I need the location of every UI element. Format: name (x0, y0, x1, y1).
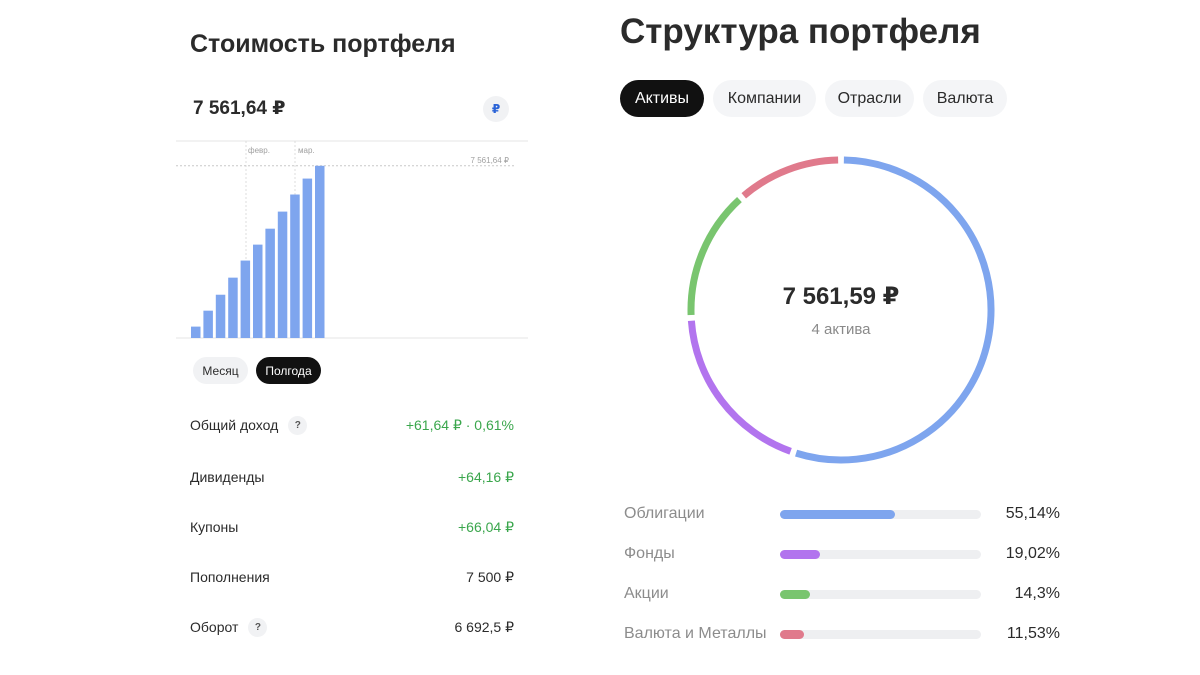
allocation-pct-funds: 19,02% (1005, 545, 1060, 562)
allocation-donut-chart (687, 156, 995, 464)
period-month-button[interactable]: Месяц (193, 357, 248, 384)
tab-sectors[interactable]: Отрасли (825, 80, 914, 117)
chart-bar (302, 178, 313, 338)
stat-row-dividends: Дивиденды +64,16 ₽ (190, 466, 514, 488)
allocation-label-currency-metals: Валюта и Металлы (624, 625, 767, 642)
chart-bar (315, 165, 325, 338)
stat-value: 7 500 ₽ (466, 568, 514, 585)
month-label-mar: мар. (298, 146, 315, 155)
allocation-bar-funds (780, 550, 981, 559)
portfolio-structure-title: Структура портфеля (620, 12, 981, 51)
chart-bar (240, 260, 251, 338)
stat-value: +64,16 ₽ (457, 468, 514, 485)
month-label-feb: февр. (248, 146, 270, 155)
donut-segment (687, 197, 742, 316)
allocation-bar-fill (780, 590, 810, 599)
reference-label: 7 561,64 ₽ (471, 156, 509, 165)
donut-segment (795, 156, 995, 464)
allocation-pct-stocks: 14,3% (1014, 585, 1060, 602)
chart-bar (265, 228, 275, 338)
chart-bar (228, 277, 238, 338)
donut-segment (687, 320, 792, 455)
stat-row-deposits: Пополнения 7 500 ₽ (190, 566, 514, 588)
stat-row-turnover: Оборот ? 6 692,5 ₽ (190, 616, 514, 638)
allocation-bar-currency-metals (780, 630, 981, 639)
chart-bar (277, 211, 288, 338)
allocation-bar-fill (780, 510, 896, 519)
donut-segments (687, 156, 995, 464)
stat-label: Оборот (190, 619, 239, 635)
stat-label: Общий доход (190, 417, 279, 433)
donut-total-value: 7 561,59 ₽ (782, 283, 900, 310)
stat-row-total-income: Общий доход ? +61,64 ₽ · 0,61% (190, 414, 514, 436)
donut-asset-count: 4 актива (811, 321, 871, 338)
portfolio-value-chart: февр. мар. 7 561,64 ₽ (176, 140, 528, 339)
chart-bar (203, 310, 213, 338)
allocation-bar-bonds (780, 510, 981, 519)
tab-assets[interactable]: Активы (620, 80, 704, 117)
allocation-bar-stocks (780, 590, 981, 599)
stat-label: Дивиденды (190, 469, 265, 485)
portfolio-value: 7 561,64 ₽ (193, 98, 286, 119)
stat-row-coupons: Купоны +66,04 ₽ (190, 516, 514, 538)
currency-toggle-button[interactable]: ₽ (483, 96, 509, 122)
tab-companies[interactable]: Компании (713, 80, 816, 117)
ruble-icon: ₽ (491, 102, 501, 116)
stat-value: +66,04 ₽ (457, 518, 514, 535)
help-icon[interactable]: ? (288, 415, 308, 435)
donut-segment (741, 156, 839, 199)
allocation-pct-currency-metals: 11,53% (1006, 625, 1060, 642)
help-icon[interactable]: ? (248, 617, 268, 637)
bars-group (191, 165, 325, 338)
chart-bar (290, 194, 300, 338)
allocation-bar-fill (780, 630, 805, 639)
chart-bar (191, 326, 201, 338)
chart-bar (215, 294, 226, 338)
tab-currency[interactable]: Валюта (923, 80, 1007, 117)
stat-value: 6 692,5 ₽ (454, 618, 514, 635)
stat-label: Пополнения (190, 569, 270, 585)
allocation-bar-fill (780, 550, 820, 559)
allocation-label-stocks: Акции (624, 585, 669, 602)
allocation-label-funds: Фонды (624, 545, 675, 562)
stat-value: +61,64 ₽ · 0,61% (405, 416, 514, 433)
chart-bar (253, 244, 263, 338)
allocation-pct-bonds: 55,14% (1005, 505, 1060, 522)
stat-label: Купоны (190, 519, 239, 535)
allocation-label-bonds: Облигации (624, 505, 705, 522)
portfolio-value-title: Стоимость портфеля (190, 30, 456, 58)
period-halfyear-button[interactable]: Полгода (256, 357, 321, 384)
